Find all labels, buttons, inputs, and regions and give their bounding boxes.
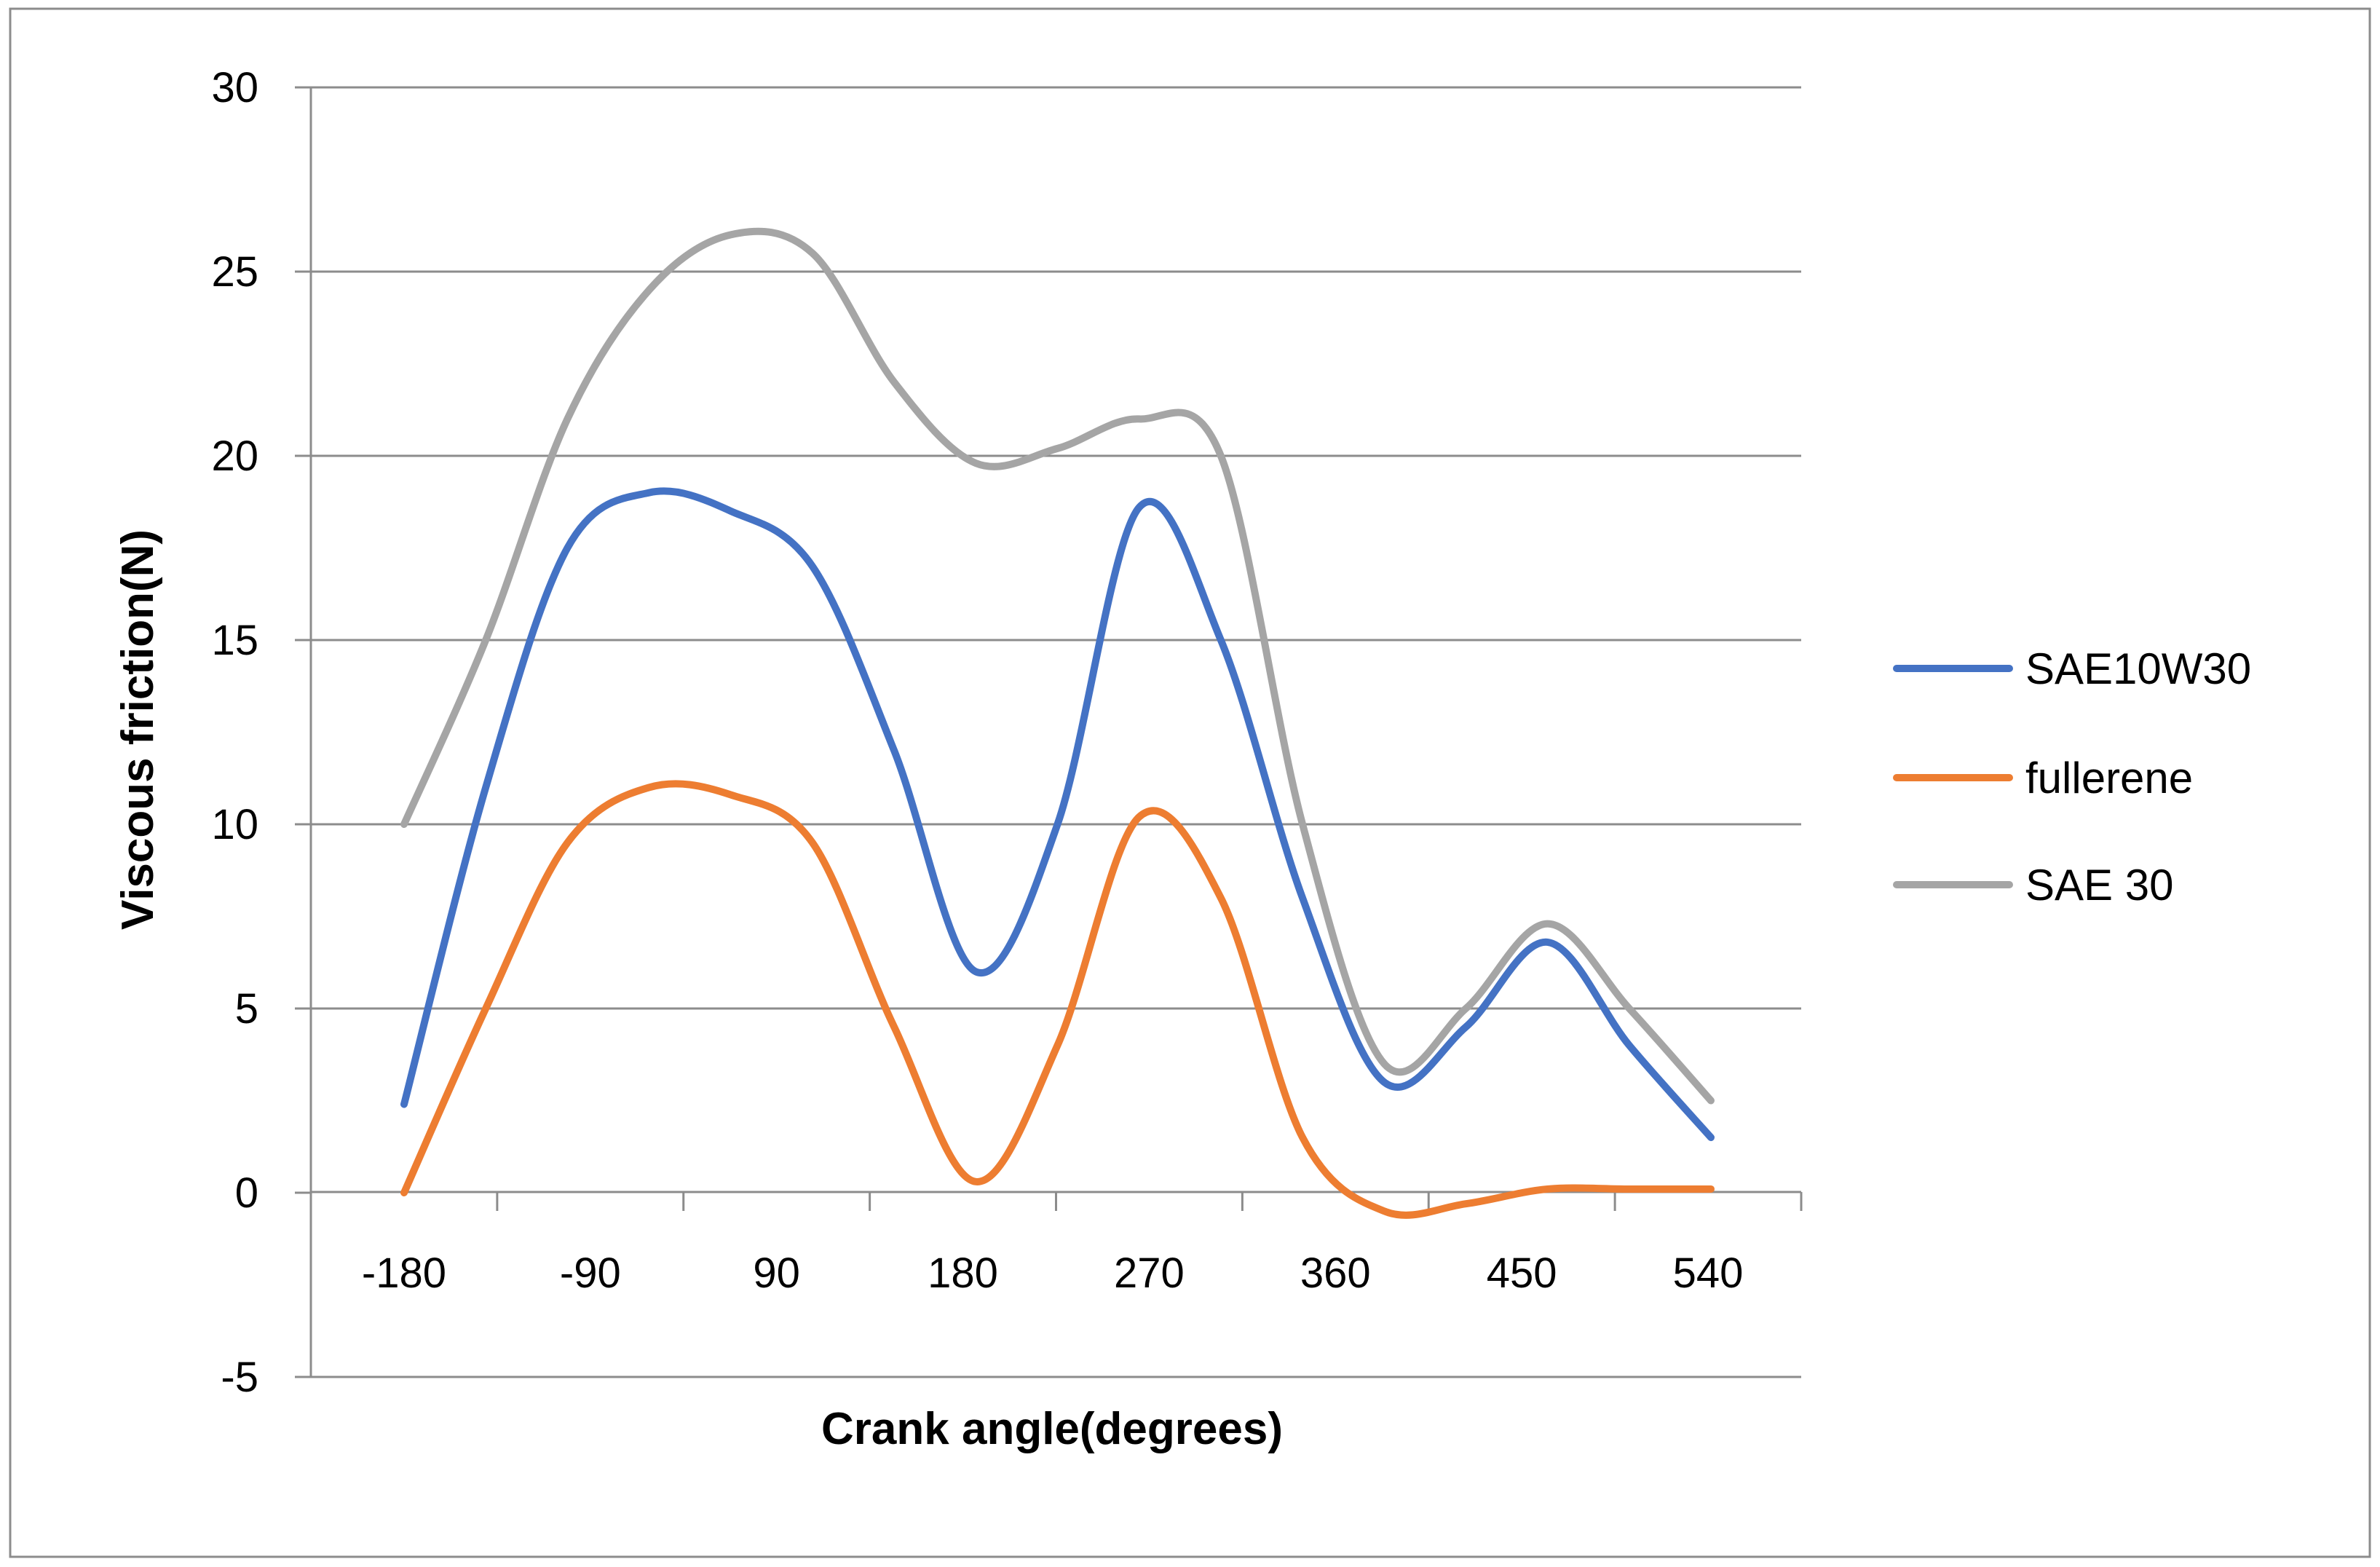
y-tick-label: 10: [211, 801, 258, 848]
y-tick-label: -5: [221, 1354, 258, 1401]
y-tick-label: 20: [211, 433, 258, 480]
x-tick-label: 540: [1673, 1250, 1744, 1297]
legend: SAE10W30 fullerene SAE 30: [1893, 644, 2251, 909]
x-tick-label: -90: [560, 1250, 621, 1297]
legend-label: SAE 30: [2025, 861, 2173, 909]
x-tick-labels: -180 -90 90 180 270 360 450 540: [362, 1250, 1744, 1297]
series-line-fullerene: [400, 780, 1715, 1219]
x-axis-title: Crank angle(degrees): [821, 1404, 1283, 1454]
chart-border: [9, 7, 2371, 1558]
y-tick-labels: 30 25 20 15 10 5 0 -5: [211, 64, 258, 1401]
series-line-sae10w30: [400, 487, 1715, 1142]
series-lines: [400, 227, 1715, 1219]
y-tick-label: 5: [235, 985, 258, 1033]
y-tick-label: 30: [211, 64, 258, 111]
series-line-sae-30: [400, 227, 1715, 1105]
y-tick-label: 15: [211, 617, 258, 664]
x-tick-label: 450: [1487, 1250, 1557, 1297]
x-tick-label: 90: [753, 1250, 800, 1297]
legend-label: fullerene: [2025, 754, 2193, 802]
x-tick-label: -180: [362, 1250, 446, 1297]
y-axis-title: Viscous friction(N): [113, 529, 163, 930]
x-tick-label: 360: [1300, 1250, 1371, 1297]
x-tick-label: 180: [928, 1250, 998, 1297]
y-tick-label: 0: [235, 1169, 258, 1217]
y-tick-label: 25: [211, 248, 258, 296]
legend-label: SAE10W30: [2025, 644, 2251, 693]
x-tick-label: 270: [1114, 1250, 1185, 1297]
